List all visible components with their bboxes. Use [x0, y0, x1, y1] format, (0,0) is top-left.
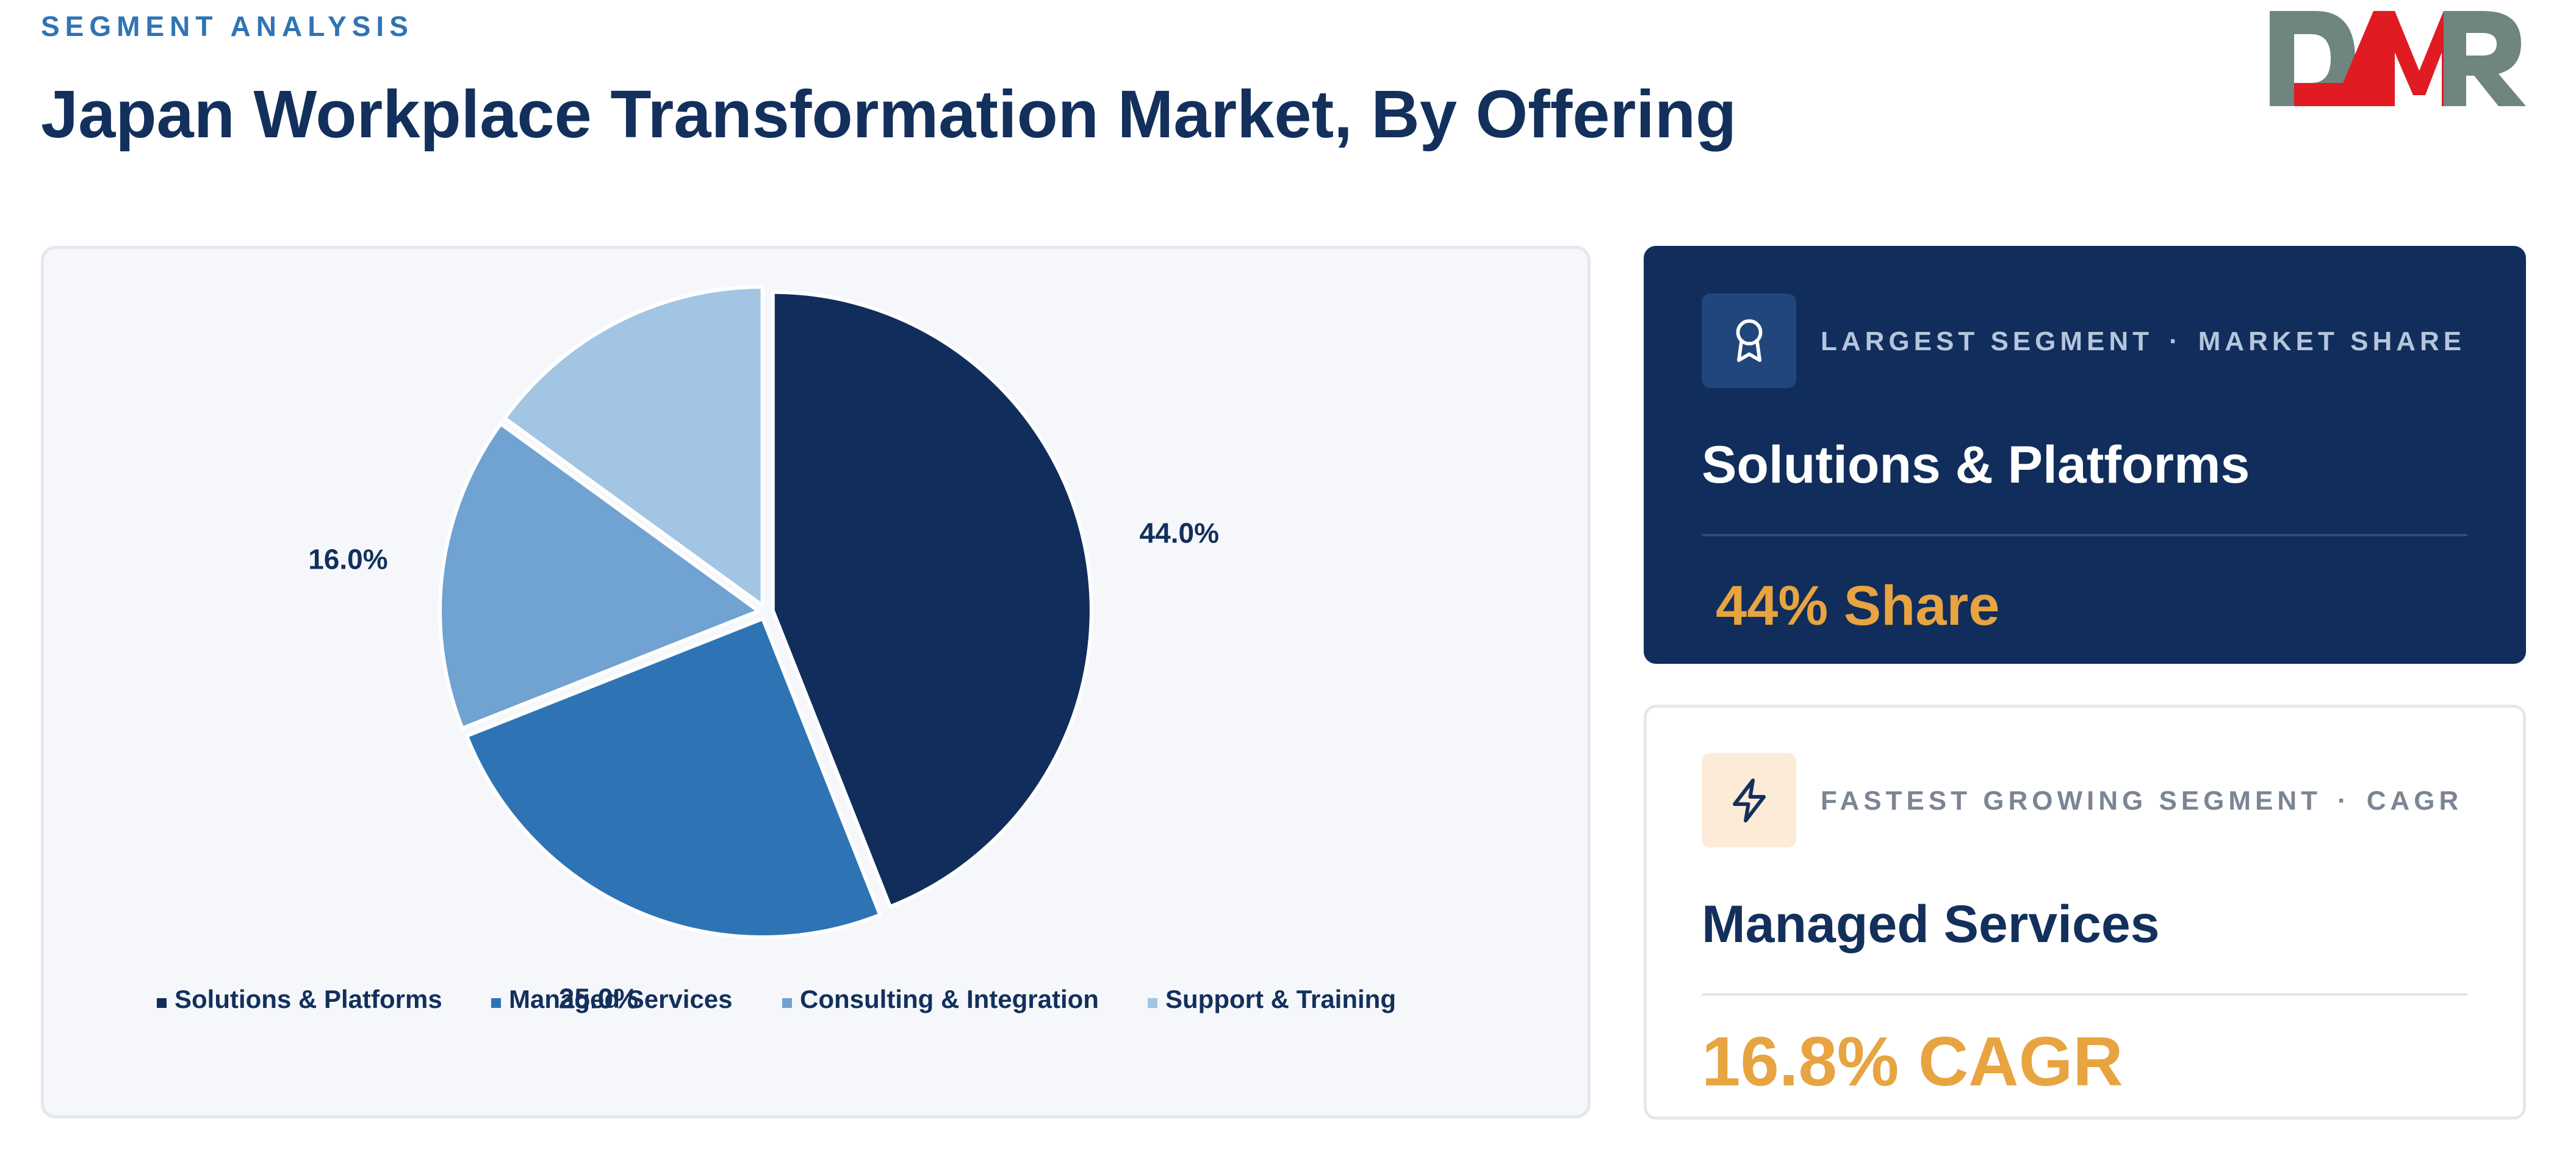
- fastest-growing-label: FASTEST GROWING SEGMENT · CAGR: [1821, 786, 2463, 816]
- largest-segment-share: 44% Share: [1716, 575, 2000, 637]
- pie-data-label: 16.0%: [308, 544, 387, 575]
- pie-slice-2: [464, 616, 883, 939]
- page-title: Japan Workplace Transformation Market, B…: [41, 77, 1737, 152]
- section-eyebrow: SEGMENT ANALYSIS: [41, 10, 414, 42]
- card-divider: [1702, 993, 2467, 996]
- legend-swatch: [491, 998, 501, 1008]
- legend-entry: Solutions & Platforms: [174, 985, 442, 1013]
- legend-entry: Consulting & Integration: [800, 985, 1099, 1013]
- logo-letter-m: [2294, 11, 2465, 106]
- pie-data-label: 44.0%: [1140, 517, 1219, 549]
- pie-slice-3: [438, 421, 763, 731]
- pie-chart: 44.0% 25.0% 16.0% 15.0% Solutions & Platfor…: [157, 249, 1396, 1014]
- dmr-logo: [2270, 11, 2526, 106]
- largest-segment-name: Solutions & Platforms: [1702, 436, 2250, 494]
- largest-segment-card: LARGEST SEGMENT · MARKET SHARE Solutions &…: [1644, 246, 2526, 664]
- fastest-growing-cagr: 16.8% CAGR: [1702, 1023, 2123, 1101]
- legend-entry: Managed Services: [509, 985, 733, 1013]
- logo-letter-d: [2270, 11, 2355, 106]
- legend-swatch: [1148, 998, 1157, 1008]
- card-divider: [1702, 534, 2467, 536]
- legend-swatch: [157, 998, 167, 1008]
- fastest-growing-card: FASTEST GROWING SEGMENT · CAGR Managed Ser…: [1644, 705, 2526, 1120]
- legend-swatch: [782, 998, 792, 1008]
- award-icon-box: [1702, 293, 1796, 388]
- lightning-bolt-icon: [1732, 778, 1766, 822]
- largest-segment-label: LARGEST SEGMENT · MARKET SHARE: [1821, 326, 2466, 356]
- lightning-icon-box: [1702, 753, 1796, 847]
- logo-letter-r: [2444, 11, 2526, 106]
- fastest-growing-name: Managed Services: [1702, 895, 2160, 954]
- pie-data-label: 15.0%: [535, 249, 614, 253]
- pie-slice-1: [771, 290, 1093, 909]
- pie-slice-4: [502, 285, 765, 610]
- chart-panel: 44.0% 25.0% 16.0% 15.0% Solutions & Platfor…: [41, 246, 1591, 1118]
- award-ribbon-icon: [1736, 318, 1762, 362]
- legend-entry: Support & Training: [1165, 985, 1396, 1013]
- pie-data-label: 25.0%: [559, 982, 638, 1014]
